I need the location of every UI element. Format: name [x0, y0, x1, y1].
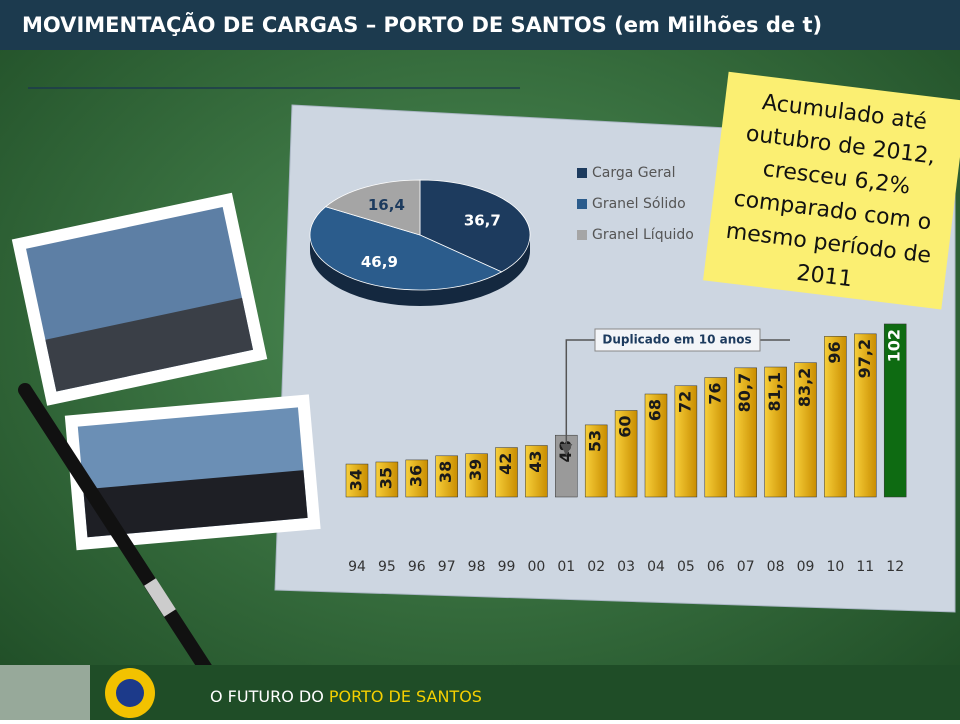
x-tick-label: 99 — [498, 559, 516, 575]
x-tick-label: 01 — [557, 559, 575, 575]
footer-part: O FUTURO DO — [210, 687, 324, 706]
photo-2 — [64, 394, 321, 551]
bar-label: 97,2 — [855, 339, 874, 378]
x-tick-label: 04 — [647, 559, 665, 575]
bar — [614, 410, 638, 498]
x-tick-label: 00 — [527, 559, 545, 575]
bar — [644, 393, 668, 498]
x-tick-label: 08 — [767, 559, 785, 575]
bar — [435, 455, 458, 498]
bar — [883, 323, 907, 498]
x-tick-label: 06 — [707, 559, 725, 575]
footer-text: O FUTURO DO PORTO DE SANTOS — [210, 687, 482, 706]
x-tick-label: 07 — [737, 559, 755, 575]
bar-label: 34 — [347, 469, 366, 491]
legend-label: Granel Líquido — [592, 227, 694, 243]
bar — [734, 367, 757, 498]
footer-bar — [0, 665, 960, 720]
bar-label: 35 — [376, 467, 395, 489]
pie-label: 46,9 — [361, 253, 398, 271]
bar-label: 81,1 — [765, 372, 784, 411]
bar-label: 36 — [406, 465, 425, 487]
bar — [854, 333, 877, 498]
bar — [495, 447, 518, 498]
bar — [465, 453, 488, 498]
x-tick-label: 96 — [408, 559, 426, 575]
x-tick-label: 05 — [677, 559, 695, 575]
bar-label: 96 — [825, 341, 844, 363]
x-tick-label: 02 — [587, 559, 605, 575]
x-tick-label: 10 — [826, 559, 844, 575]
x-tick-label: 98 — [468, 559, 486, 575]
pie-label: 16,4 — [368, 196, 405, 214]
bar-label: 43 — [526, 451, 545, 473]
title-bar — [0, 0, 960, 50]
bar-label: 53 — [586, 430, 605, 452]
bar — [525, 445, 548, 498]
bar-label: 38 — [436, 461, 455, 483]
x-tick-label: 09 — [797, 559, 815, 575]
x-tick-label: 03 — [617, 559, 635, 575]
emblem-globe — [116, 679, 144, 707]
annotation-box — [594, 328, 761, 352]
bar — [794, 362, 817, 498]
pie-label: 36,7 — [464, 212, 501, 230]
x-tick-label: 11 — [856, 559, 874, 575]
bar — [704, 377, 728, 498]
pie-slice — [324, 179, 421, 236]
annotation-arrow — [560, 444, 573, 456]
bar-label: 80,7 — [735, 373, 754, 412]
pen-band — [144, 578, 176, 617]
title: MOVIMENTAÇÃO DE CARGAS – PORTO DE SANTOS… — [22, 12, 822, 37]
bar — [824, 336, 847, 498]
legend-swatch — [577, 168, 587, 178]
x-tick-label: 95 — [378, 559, 396, 575]
bar-label: 76 — [705, 383, 724, 405]
photo-1 — [11, 192, 268, 406]
bar — [584, 424, 608, 498]
bar-label: 83,2 — [795, 368, 814, 407]
legend-swatch — [577, 199, 587, 209]
annotation: Duplicado em 10 anos — [602, 333, 751, 347]
bar-label: 72 — [675, 391, 694, 413]
note-paper — [703, 71, 960, 310]
bar-label: 68 — [646, 399, 665, 421]
x-tick-label: 97 — [438, 559, 456, 575]
bar — [405, 459, 429, 498]
bar — [375, 461, 399, 498]
legend-label: Granel Sólido — [592, 196, 686, 212]
charts: 36,7 Carga Geral 46,9 Granel Sólido 16,4 Gran… — [309, 165, 907, 575]
bar — [674, 385, 698, 498]
bar-label: 102 — [885, 329, 904, 362]
bar-label: 39 — [466, 459, 485, 481]
bar-label: 60 — [616, 415, 635, 437]
x-tick-label: 12 — [886, 559, 904, 575]
pen — [18, 383, 217, 682]
flag-stripe — [0, 665, 90, 720]
annotation-bracket — [565, 339, 790, 452]
bar — [764, 366, 787, 498]
pie-slice — [419, 179, 531, 273]
footer-highlight: PORTO DE SANTOS — [329, 687, 482, 706]
legend-swatch — [577, 230, 587, 240]
bar — [345, 463, 369, 498]
bar-label: 42 — [496, 453, 515, 475]
pie-slice — [309, 206, 503, 291]
legend-label: Carga Geral — [592, 165, 675, 181]
x-tick-label: 94 — [348, 559, 366, 575]
